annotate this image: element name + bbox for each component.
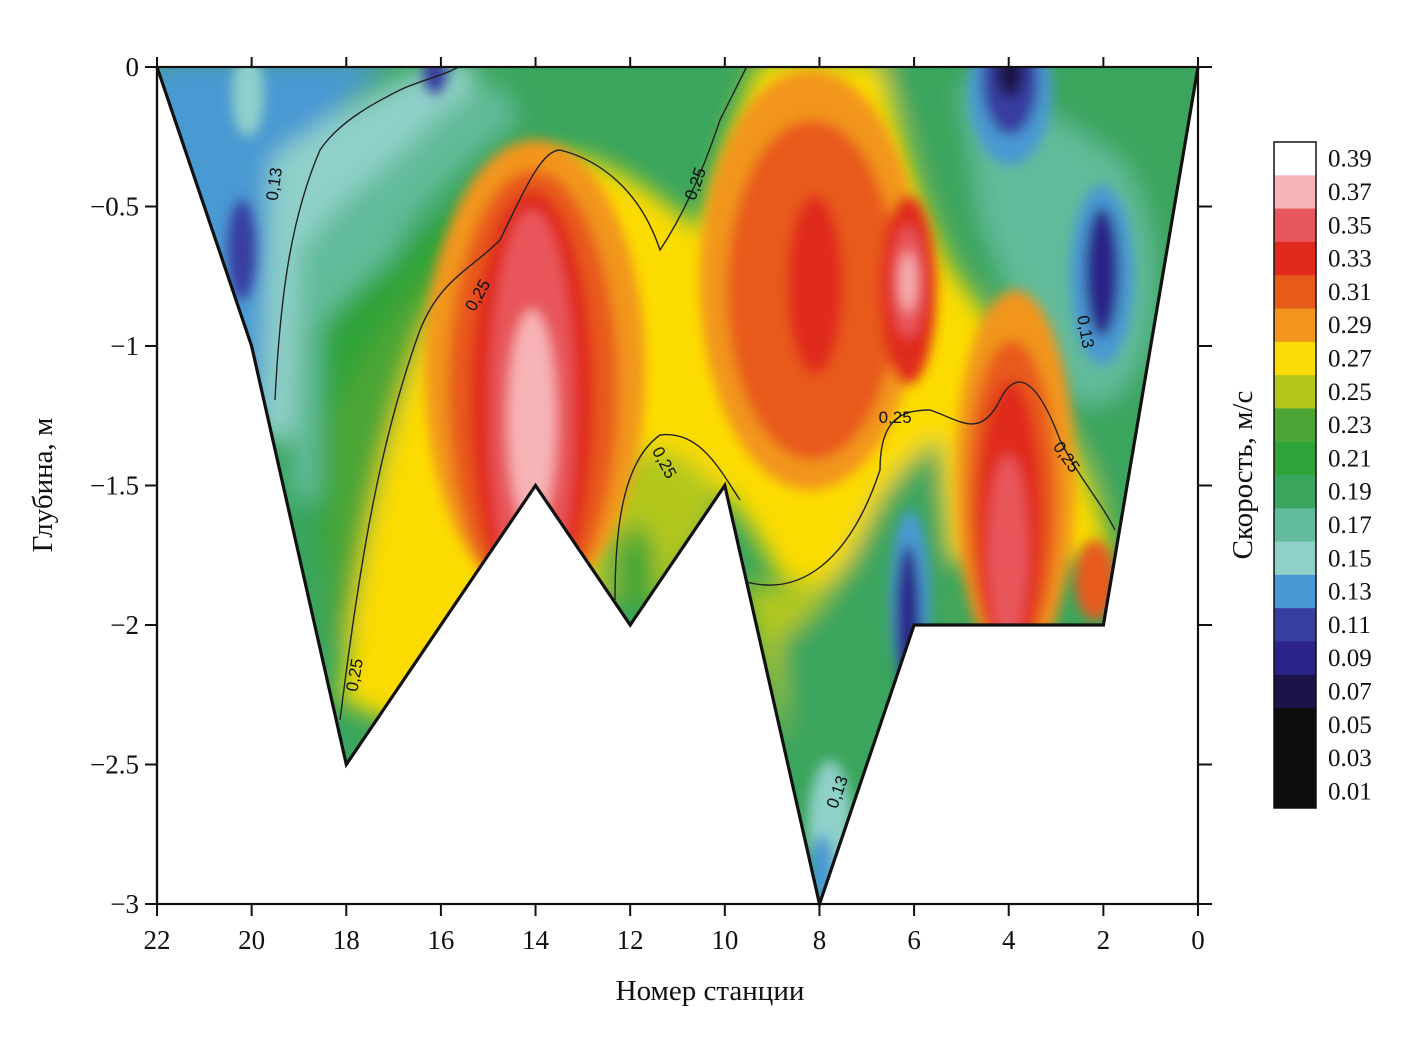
x-tick-label: 10 [711,925,738,955]
field-zone-blue-20 [228,200,256,300]
x-tick-label: 6 [907,925,921,955]
colorbar-label: 0.15 [1328,545,1372,572]
field-zone-trough-green [618,525,654,615]
colorbar: 0.39 0.37 0.35 0.33 0.31 0.29 0.27 0.25 0.23 0.21… [1273,141,1372,809]
y-axis-ticks: 0 −0.5 −1 −1.5 −2 −2.5 −3 [90,52,1212,919]
colorbar-swatch [1274,208,1316,243]
colorbar-title: Скорость, м/с [1227,391,1259,560]
colorbar-label: 0.35 [1328,212,1372,239]
colorbar-label: 0.03 [1328,745,1372,772]
y-tick-label: −3 [110,889,139,919]
contour-isolines [274,67,1116,721]
x-tick-label: 16 [427,925,454,955]
field-zone-blue-16 [423,67,447,94]
y-tick-label: 0 [126,52,140,82]
colorbar-swatch [1274,375,1316,409]
contour-label: 0,25 [879,408,912,427]
x-tick-label: 18 [333,925,360,955]
colorbar-frame [1273,141,1317,809]
isoline-025-right [739,381,1116,586]
colorbar-swatch [1274,475,1316,509]
colorbar-label: 0.21 [1328,445,1372,472]
isoline-025-left [339,67,751,721]
y-tick-label: −2 [110,610,139,640]
isoline-013-left [274,67,471,401]
field-zone-red-8 [787,195,843,375]
colorbar-label: 0.29 [1328,312,1372,339]
field-zone-deep-4 [996,67,1024,98]
colorbar-label: 0.11 [1328,612,1371,639]
x-tick-label: 2 [1097,925,1111,955]
colorbar-label: 0.31 [1328,279,1372,306]
colorbar-swatch [1274,774,1316,809]
x-tick-label: 12 [617,925,644,955]
colorbar-swatch [1274,708,1316,742]
y-axis-title: Глубина, м [27,418,59,553]
field-zone-red-2 [1075,540,1115,620]
colorbar-label: 0.27 [1328,345,1372,372]
contour-label: 0,13 [263,166,286,201]
x-tick-label: 4 [1002,925,1016,955]
colorbar-swatch [1274,741,1316,776]
y-tick-label: −1.5 [90,471,139,501]
colorbar-label: 0.05 [1328,712,1372,739]
x-axis-ticks: 22 20 18 16 14 12 10 8 6 4 2 0 [144,57,1205,955]
colorbar-label: 0.13 [1328,579,1372,606]
colorbar-label: 0.17 [1328,512,1372,539]
x-tick-label: 8 [813,925,827,955]
x-axis-title: Номер станции [616,975,805,1007]
field-zone-pink-14 [508,310,556,530]
colorbar-label: 0.39 [1328,146,1372,173]
colorbar-swatch [1274,341,1316,376]
colorbar-swatch [1274,541,1316,576]
bottom-profile-line [155,66,1200,910]
colorbar-swatch [1274,641,1316,676]
colorbar-swatch [1274,508,1316,543]
colorbar-label: 0.19 [1328,479,1372,506]
colorbar-swatch [1274,574,1316,609]
colorbar-swatch [1274,142,1316,176]
colorbar-label: 0.07 [1328,678,1372,705]
velocity-field [157,67,1198,904]
colorbar-swatch [1274,408,1316,443]
isoline-025-middle [614,433,741,601]
colorbar-label: 0.01 [1328,778,1372,805]
colorbar-swatch [1274,608,1316,642]
y-tick-label: −2.5 [90,750,139,780]
x-tick-label: 14 [522,925,550,955]
colorbar-swatch [1274,275,1316,309]
colorbar-label: 0.09 [1328,645,1372,672]
field-zone-mint-left [290,80,520,500]
colorbar-label: 0.33 [1328,246,1372,273]
x-tick-label: 20 [238,925,265,955]
y-tick-label: −0.5 [90,192,139,222]
colorbar-swatch [1274,674,1316,709]
colorbar-swatch [1274,441,1316,476]
colorbar-label: 0.23 [1328,412,1372,439]
colorbar-swatch [1274,308,1316,343]
y-tick-label: −1 [110,331,139,361]
field-zone-rose-4 [988,455,1028,645]
field-zone-teal-20 [232,67,264,137]
field-zone-navy-2 [1085,207,1119,337]
colorbar-swatch [1274,241,1316,276]
field-zone-pink-6 [900,252,916,312]
colorbar-label: 0.37 [1328,179,1372,206]
x-tick-label: 22 [144,925,171,955]
colorbar-label: 0.25 [1328,379,1372,406]
colorbar-swatch [1274,175,1316,210]
x-tick-label: 0 [1191,925,1205,955]
